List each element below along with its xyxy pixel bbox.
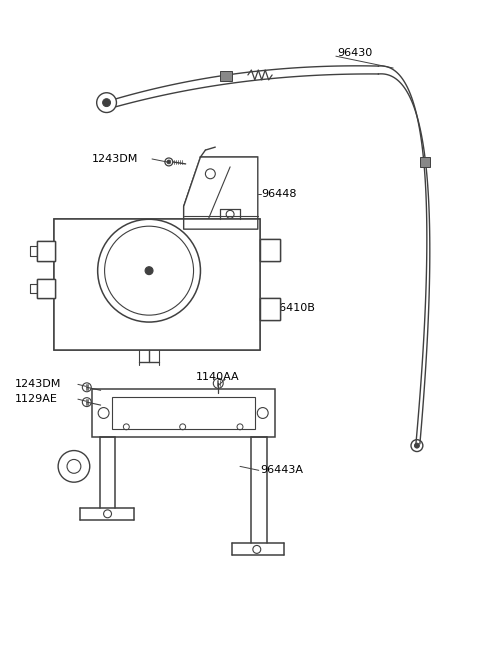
- Bar: [420, 157, 430, 167]
- Text: 96448: 96448: [262, 189, 297, 198]
- Bar: [111, 397, 255, 429]
- Bar: [37, 241, 55, 261]
- Bar: [54, 219, 260, 350]
- Bar: [37, 278, 55, 298]
- Circle shape: [103, 99, 110, 107]
- Circle shape: [167, 160, 171, 164]
- Bar: [260, 298, 279, 320]
- Text: 96410B: 96410B: [273, 303, 315, 313]
- Bar: [54, 219, 260, 350]
- Text: 1129AE: 1129AE: [14, 394, 58, 404]
- Bar: [92, 389, 275, 437]
- Bar: [92, 389, 275, 437]
- Bar: [220, 71, 232, 81]
- Bar: [37, 241, 55, 261]
- Bar: [260, 298, 279, 320]
- Bar: [260, 239, 279, 261]
- Circle shape: [414, 443, 420, 448]
- Bar: [37, 278, 55, 298]
- Bar: [260, 239, 279, 261]
- Polygon shape: [186, 157, 258, 226]
- Bar: [37, 278, 55, 298]
- Text: 96430: 96430: [337, 48, 372, 58]
- Text: 96443A: 96443A: [260, 465, 303, 476]
- Bar: [37, 241, 55, 261]
- Text: 1140AA: 1140AA: [195, 373, 239, 383]
- Bar: [260, 298, 279, 320]
- Bar: [260, 239, 279, 261]
- Bar: [54, 219, 260, 350]
- Polygon shape: [184, 157, 258, 229]
- Text: 1243DM: 1243DM: [92, 154, 138, 164]
- Circle shape: [145, 267, 153, 274]
- Text: 1243DM: 1243DM: [14, 379, 61, 389]
